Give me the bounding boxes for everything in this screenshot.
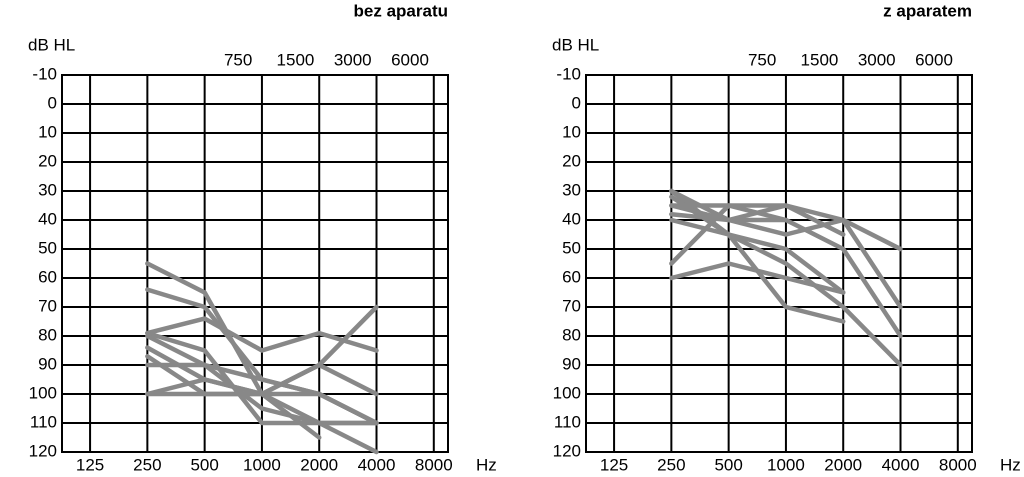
y-tick-label: -10 — [556, 64, 581, 83]
y-tick-label: 100 — [29, 383, 57, 402]
y-tick-label: 90 — [38, 354, 57, 373]
y-tick-label: 20 — [562, 151, 581, 170]
series-line — [669, 217, 903, 368]
top-x-tick-label: 1500 — [801, 50, 839, 69]
x-tick-label: 1000 — [767, 455, 805, 474]
y-tick-label: 100 — [553, 383, 581, 402]
y-axis-label: dB HL — [552, 35, 599, 54]
series-line — [145, 316, 379, 353]
y-tick-label: 90 — [562, 354, 581, 373]
series-line — [669, 211, 903, 339]
y-tick-label: 40 — [38, 209, 57, 228]
y-tick-label: 50 — [38, 238, 57, 257]
top-x-tick-label: 750 — [748, 50, 776, 69]
plot-border — [61, 74, 449, 453]
x-axis-label: Hz — [476, 455, 497, 474]
series-line — [669, 203, 903, 310]
y-axis-label: dB HL — [28, 35, 75, 54]
y-tick-label: 30 — [38, 180, 57, 199]
y-tick-label: 110 — [554, 412, 581, 431]
y-tick-label: 70 — [562, 296, 581, 315]
top-x-tick-label: 3000 — [334, 50, 372, 69]
x-tick-label: 500 — [714, 455, 742, 474]
series-line — [145, 333, 379, 426]
x-tick-label: 1000 — [243, 455, 281, 474]
x-tick-label: 8000 — [415, 455, 453, 474]
x-tick-label: 250 — [133, 455, 161, 474]
y-tick-label: 120 — [553, 441, 581, 460]
top-x-tick-label: 6000 — [391, 50, 429, 69]
x-tick-label: 4000 — [882, 455, 920, 474]
y-tick-label: 30 — [562, 180, 581, 199]
y-tick-label: 80 — [562, 325, 581, 344]
y-tick-label: 80 — [38, 325, 57, 344]
y-tick-label: 120 — [29, 441, 57, 460]
y-tick-label: -10 — [32, 64, 57, 83]
y-tick-label: 10 — [562, 122, 581, 141]
chart-title: bez aparatu — [354, 1, 448, 20]
x-tick-label: 4000 — [358, 455, 396, 474]
top-x-tick-label: 1500 — [277, 50, 315, 69]
y-tick-label: 40 — [562, 209, 581, 228]
x-tick-label: 125 — [600, 455, 628, 474]
y-tick-label: 60 — [562, 267, 581, 286]
top-x-tick-label: 6000 — [915, 50, 953, 69]
x-tick-label: 8000 — [939, 455, 977, 474]
top-x-tick-label: 3000 — [858, 50, 896, 69]
y-tick-label: 10 — [38, 122, 57, 141]
x-tick-label: 500 — [190, 455, 218, 474]
plot-border — [585, 74, 973, 453]
top-x-tick-label: 750 — [224, 50, 252, 69]
x-tick-label: 2000 — [824, 455, 862, 474]
chart-title: z aparatem — [883, 1, 972, 20]
x-tick-label: 2000 — [300, 455, 338, 474]
series-line — [669, 203, 846, 237]
x-axis-label: Hz — [1000, 455, 1021, 474]
x-tick-label: 125 — [76, 455, 104, 474]
y-tick-label: 0 — [572, 93, 581, 112]
x-tick-label: 250 — [657, 455, 685, 474]
y-tick-label: 70 — [38, 296, 57, 315]
y-tick-label: 0 — [48, 93, 57, 112]
y-tick-label: 110 — [30, 412, 57, 431]
y-tick-label: 50 — [562, 238, 581, 257]
y-tick-label: 20 — [38, 151, 57, 170]
series-line — [145, 304, 379, 397]
y-tick-label: 60 — [38, 267, 57, 286]
series-line — [669, 203, 789, 266]
